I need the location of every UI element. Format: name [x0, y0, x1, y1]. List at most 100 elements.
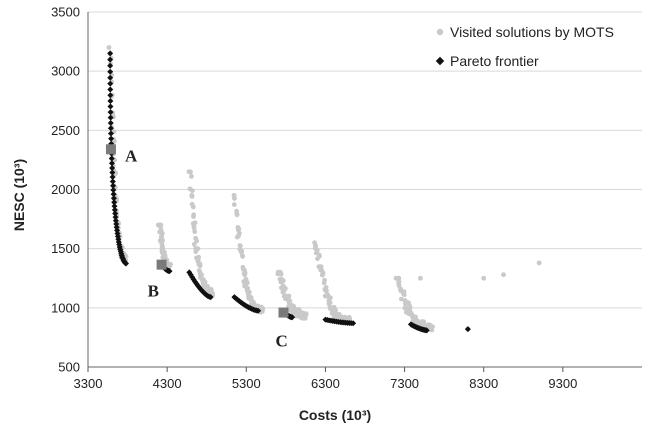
- highlighted-solution-marker: [105, 144, 116, 155]
- pareto-point: [122, 260, 129, 267]
- visited-point: [244, 280, 250, 286]
- visited-point: [245, 285, 251, 291]
- pareto-point: [110, 191, 117, 198]
- visited-point: [412, 315, 418, 321]
- x-tick-label: 8300: [469, 376, 498, 391]
- visited-point: [428, 325, 434, 330]
- visited-point: [237, 243, 243, 248]
- axes: [87, 12, 642, 372]
- visited-point: [236, 233, 242, 239]
- pareto-point: [111, 203, 118, 210]
- pareto-point: [108, 155, 115, 162]
- x-tick-label: 9300: [548, 376, 577, 391]
- visited-point: [333, 307, 339, 313]
- visited-point: [192, 220, 198, 226]
- gridlines: [88, 11, 642, 309]
- pareto-point: [107, 125, 114, 132]
- highlighted-solution-marker: [156, 259, 167, 270]
- pareto-point: [107, 74, 114, 81]
- visited-point: [189, 193, 195, 199]
- pareto-point: [112, 217, 119, 224]
- pareto-point: [107, 80, 114, 87]
- visited-point: [159, 233, 165, 239]
- visited-point: [320, 272, 325, 278]
- legend-visited-label: Visited solutions by MOTS: [450, 24, 614, 40]
- annotation-label: A: [125, 146, 138, 165]
- x-tick-label: 7300: [390, 376, 419, 391]
- visited-point: [313, 243, 318, 249]
- visited-point: [194, 238, 200, 244]
- pareto-point: [107, 97, 114, 104]
- visited-point: [286, 298, 292, 304]
- pareto-point: [110, 187, 117, 194]
- pareto-point: [255, 307, 262, 314]
- visited-point: [188, 169, 193, 175]
- legend-pareto-marker: [435, 56, 445, 66]
- visited-point: [168, 262, 174, 267]
- visited-point: [156, 222, 162, 228]
- y-tick-label: 2000: [51, 182, 80, 197]
- visited-point: [240, 254, 246, 259]
- pareto-point: [107, 103, 114, 110]
- x-tick-label: 3300: [74, 376, 103, 391]
- visited-point: [346, 314, 352, 320]
- visited-point: [234, 208, 239, 214]
- pareto-point: [464, 326, 471, 333]
- pareto-point: [107, 92, 114, 99]
- visited-point: [195, 246, 201, 252]
- visited-point: [191, 214, 196, 220]
- pareto-point: [107, 114, 114, 121]
- visited-point: [260, 306, 266, 312]
- pareto-point: [166, 268, 173, 275]
- pareto-point: [207, 294, 214, 301]
- visited-point: [197, 263, 203, 269]
- pareto-point: [108, 135, 115, 142]
- pareto-point: [107, 56, 114, 63]
- pareto-point: [109, 164, 116, 171]
- pareto-point: [350, 320, 357, 327]
- visited-point: [418, 275, 423, 281]
- legend-pareto-label: Pareto frontier: [450, 53, 539, 69]
- visited-point: [232, 196, 237, 201]
- annotation-label: B: [148, 282, 159, 301]
- visited-point: [280, 278, 286, 283]
- pareto-point: [107, 68, 114, 75]
- highlighted-solution-marker: [278, 307, 289, 318]
- pareto-point: [109, 174, 116, 181]
- pareto-point: [110, 182, 117, 189]
- y-tick-label: 2500: [51, 123, 80, 138]
- visited-point: [398, 296, 404, 302]
- visited-point: [421, 319, 427, 325]
- visited-point: [106, 45, 112, 50]
- visited-point: [191, 225, 197, 231]
- pareto-point: [112, 210, 119, 217]
- visited-point: [111, 138, 117, 144]
- y-axis-title: NESC (10³): [11, 159, 27, 231]
- y-tick-label: 500: [58, 360, 80, 375]
- visited-point: [278, 271, 284, 277]
- annotations: A B C: [105, 144, 289, 351]
- annotation-label: C: [275, 332, 287, 351]
- pareto-point: [423, 327, 430, 334]
- visited-point: [192, 229, 198, 235]
- legend: Visited solutions by MOTS Pareto frontie…: [435, 24, 614, 69]
- pareto-point: [111, 199, 118, 206]
- visited-point: [501, 272, 506, 278]
- visited-point: [231, 202, 237, 207]
- y-tick-label: 1000: [51, 300, 80, 315]
- y-tick-label: 3000: [51, 64, 80, 79]
- pareto-point: [107, 130, 114, 137]
- y-tick-label: 1500: [51, 241, 80, 256]
- pareto-point: [107, 109, 114, 116]
- x-axis-title: Costs (10³): [299, 407, 371, 423]
- visited-point: [189, 188, 195, 194]
- pareto-point: [108, 160, 115, 167]
- legend-visited-marker: [436, 28, 444, 36]
- visited-point: [317, 253, 322, 259]
- pareto-point: [111, 206, 118, 213]
- visited-point: [481, 275, 487, 281]
- visited-point: [190, 204, 196, 210]
- visited-point: [189, 173, 194, 179]
- visited-point: [324, 288, 329, 294]
